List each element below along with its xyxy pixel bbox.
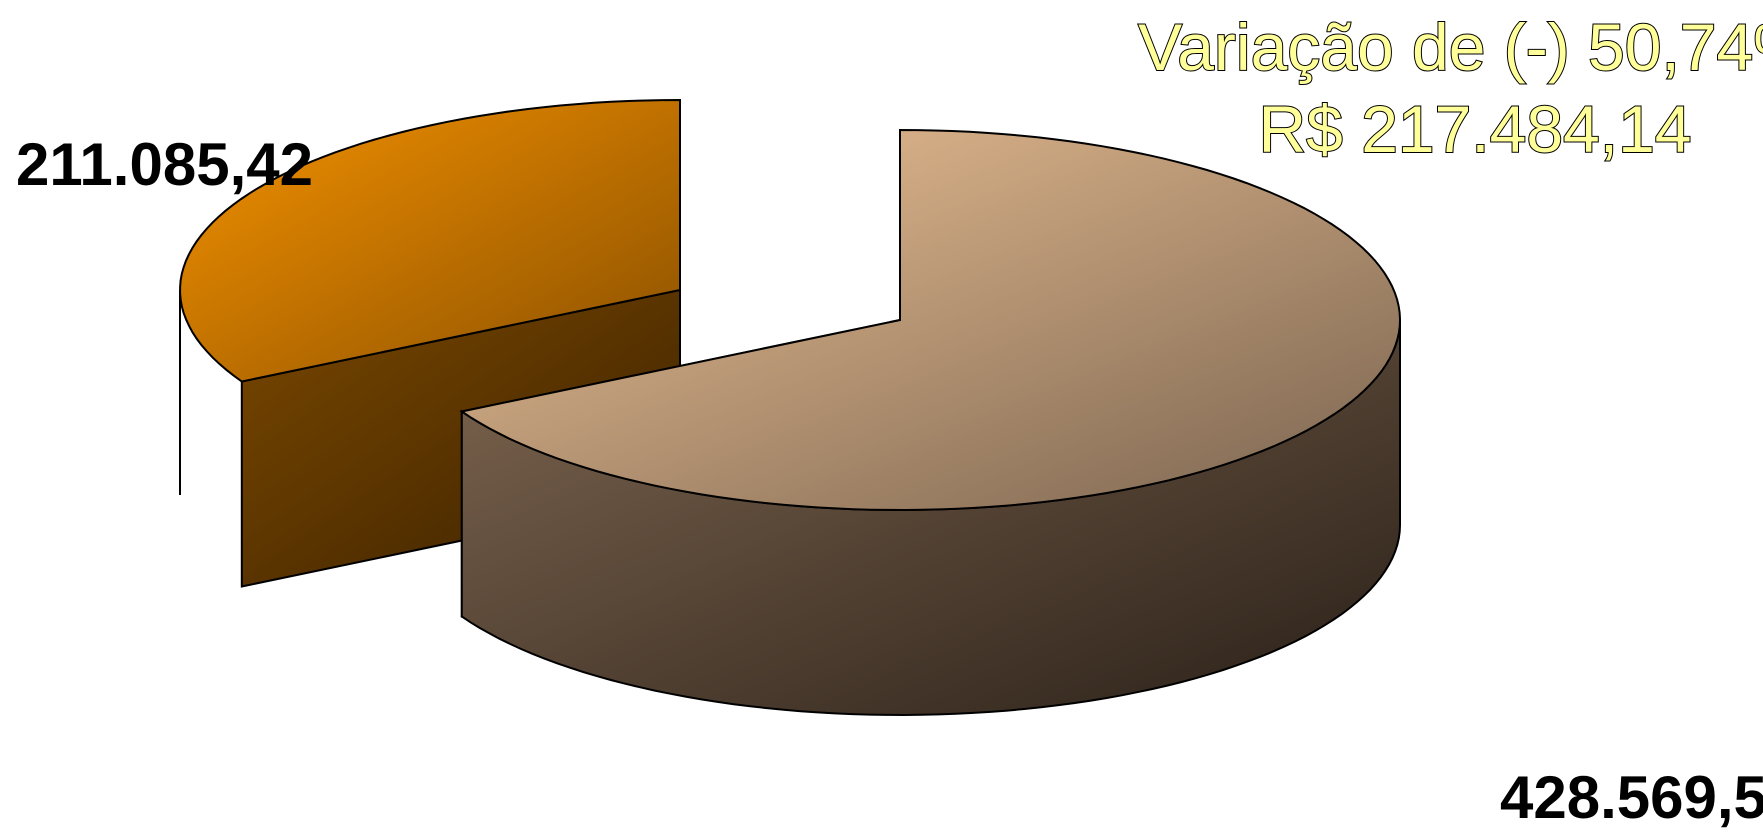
slice-label-large: 428.569,56 — [1500, 764, 1763, 831]
pie-slices — [179, 98, 1402, 717]
slice-label-small: 211.085,42 — [16, 131, 313, 198]
slice-0-top-face — [179, 98, 681, 383]
slice-1-top-face — [459, 128, 1402, 512]
annotation-line-1: Variação de (-) 50,74% — [1138, 10, 1763, 84]
annotation-line-2: R$ 217.484,14 — [1258, 92, 1691, 166]
slice-1 — [459, 128, 1402, 717]
